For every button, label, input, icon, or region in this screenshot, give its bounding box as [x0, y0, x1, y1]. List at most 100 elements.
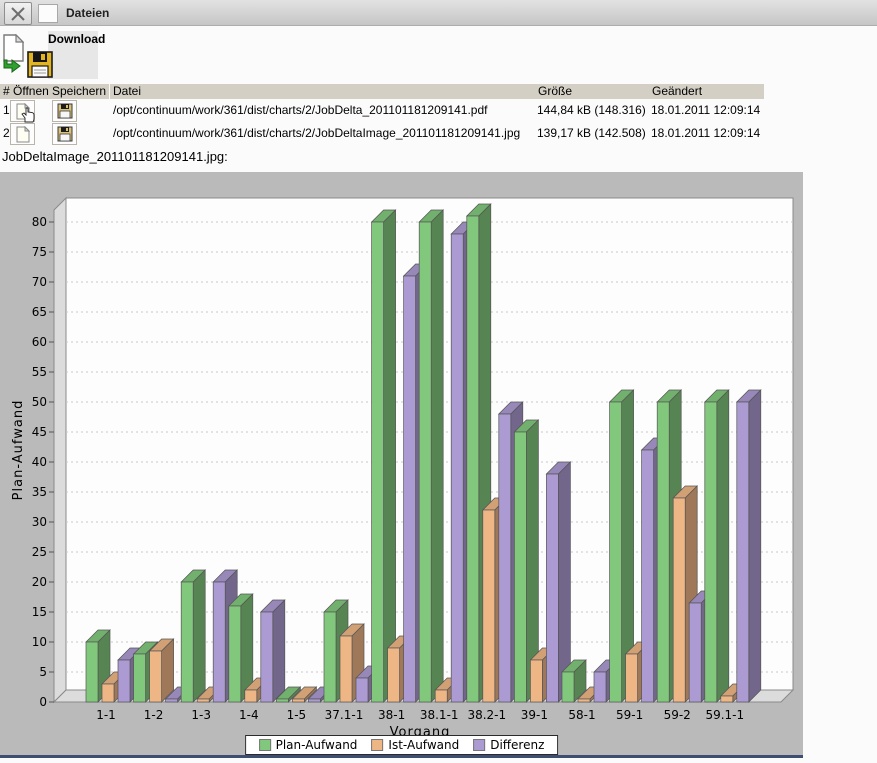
bar-front — [133, 653, 146, 703]
legend-swatch — [258, 739, 271, 751]
chart-svg: 0 5 10 15 20 25 30 35 40 45 50 55 60 65 70 75 80 1-1 1-2 1-… — [11, 196, 795, 740]
bar-front — [434, 689, 448, 703]
close-icon — [11, 6, 25, 21]
x-category-label: 38-1 — [378, 708, 405, 722]
bar-front — [196, 698, 210, 703]
y-tick-label: 70 — [32, 275, 47, 289]
bar-front — [85, 641, 99, 703]
bar-side — [430, 209, 444, 703]
window-icon-box — [38, 4, 58, 23]
x-category-label: 38.1-1 — [420, 708, 459, 722]
legend-label: Differenz — [490, 738, 545, 752]
plot-left-wall — [53, 196, 67, 704]
open-file-button[interactable] — [10, 100, 35, 123]
y-tick-label: 35 — [32, 485, 47, 499]
bar-front — [292, 698, 305, 703]
x-category-label: 38.2-1 — [467, 708, 506, 722]
y-tick-label: 5 — [39, 665, 47, 679]
bar-side — [748, 389, 762, 703]
close-button[interactable] — [4, 2, 32, 25]
y-tick-label: 30 — [32, 515, 47, 529]
y-tick-label: 40 — [32, 455, 47, 469]
row-index: 1 — [3, 103, 10, 117]
bar-front — [244, 689, 258, 703]
file-modified: 18.01.2011 12:09:14 — [651, 103, 761, 117]
bar-front — [371, 221, 384, 703]
bar-side — [716, 389, 730, 703]
bar-front — [403, 275, 416, 703]
file-path: /opt/continuum/work/361/dist/charts/2/Jo… — [113, 126, 521, 140]
legend-item: Plan-Aufwand — [258, 738, 358, 752]
table-row: 2 /opt/continuum/work/361/dist/charts/2/… — [0, 122, 877, 145]
row-index: 2 — [3, 126, 10, 140]
bar-side — [192, 569, 206, 703]
bar-front — [656, 401, 670, 703]
x-category-label: 39-1 — [521, 708, 548, 722]
x-category-label: 1-4 — [239, 708, 259, 722]
bar-front — [498, 413, 512, 703]
export-file-icon — [3, 34, 24, 62]
bar-front — [672, 497, 686, 703]
x-category-label: 59.1-1 — [705, 708, 744, 722]
legend-item: Differenz — [473, 738, 544, 752]
bar-front — [101, 683, 115, 703]
open-file-button[interactable] — [10, 123, 35, 145]
y-tick-label: 10 — [32, 635, 47, 649]
bar-front — [736, 401, 750, 703]
bar-front — [180, 581, 194, 703]
bar-front — [546, 473, 559, 703]
bar-front — [641, 449, 654, 703]
y-tick-label: 20 — [32, 575, 47, 589]
window-titlebar: Dateien — [0, 0, 877, 26]
y-tick-label: 25 — [32, 545, 47, 559]
save-file-button[interactable] — [52, 123, 77, 145]
y-tick-label: 60 — [32, 335, 47, 349]
x-category-label: 37.1-1 — [325, 708, 364, 722]
bar-side — [383, 209, 396, 703]
x-category-label: 1-5 — [287, 708, 307, 722]
download-button[interactable]: Download — [0, 28, 110, 80]
y-tick-label: 45 — [32, 425, 47, 439]
bar-front — [165, 698, 178, 703]
save-file-button[interactable] — [52, 100, 77, 122]
bar-side — [272, 599, 286, 703]
bar-front — [720, 695, 734, 703]
bar-front — [482, 509, 496, 703]
toolbar: Download — [0, 26, 877, 82]
bar-front — [387, 647, 400, 703]
panel-bottom-border — [0, 755, 803, 758]
header-size: Größe — [535, 84, 650, 99]
bar-front — [466, 215, 480, 703]
download-button-bg — [48, 31, 98, 79]
legend-label: Plan-Aufwand — [275, 738, 358, 752]
files-table-header: # Öffnen Speichern Datei Größe Geändert — [0, 84, 877, 99]
bar-front — [228, 605, 242, 703]
file-modified: 18.01.2011 12:09:14 — [651, 126, 761, 140]
bar-front — [450, 233, 464, 703]
export-arrow-icon — [3, 59, 21, 73]
hand-cursor-icon — [21, 107, 35, 123]
floppy-icon — [57, 126, 72, 142]
x-category-label: 1-3 — [191, 708, 211, 722]
bar-front — [593, 671, 607, 703]
y-tick-label: 15 — [32, 605, 47, 619]
file-size: 139,17 kB (142.508) — [537, 126, 646, 140]
x-category-label: 58-1 — [568, 708, 595, 722]
x-category-label: 59-1 — [616, 708, 643, 722]
x-category-label: 59-2 — [664, 708, 691, 722]
bar-front — [530, 659, 543, 703]
bar-front — [514, 431, 527, 703]
bar-front — [117, 659, 131, 703]
bar-front — [260, 611, 274, 703]
save-floppy-icon — [27, 51, 53, 78]
table-row: 1 /opt/continuum/work/361/dist/charts/2/… — [0, 99, 877, 123]
legend-item: Ist-Aufwand — [371, 738, 459, 752]
bar-front — [561, 671, 575, 703]
y-tick-label: 75 — [32, 245, 47, 259]
file-size: 144,84 kB (148.316) — [537, 103, 646, 117]
image-caption: JobDeltaImage_201101181209141.jpg: — [2, 149, 228, 164]
bar-front — [577, 698, 591, 703]
y-tick-label: 50 — [32, 395, 47, 409]
header-file: Datei — [110, 84, 536, 99]
